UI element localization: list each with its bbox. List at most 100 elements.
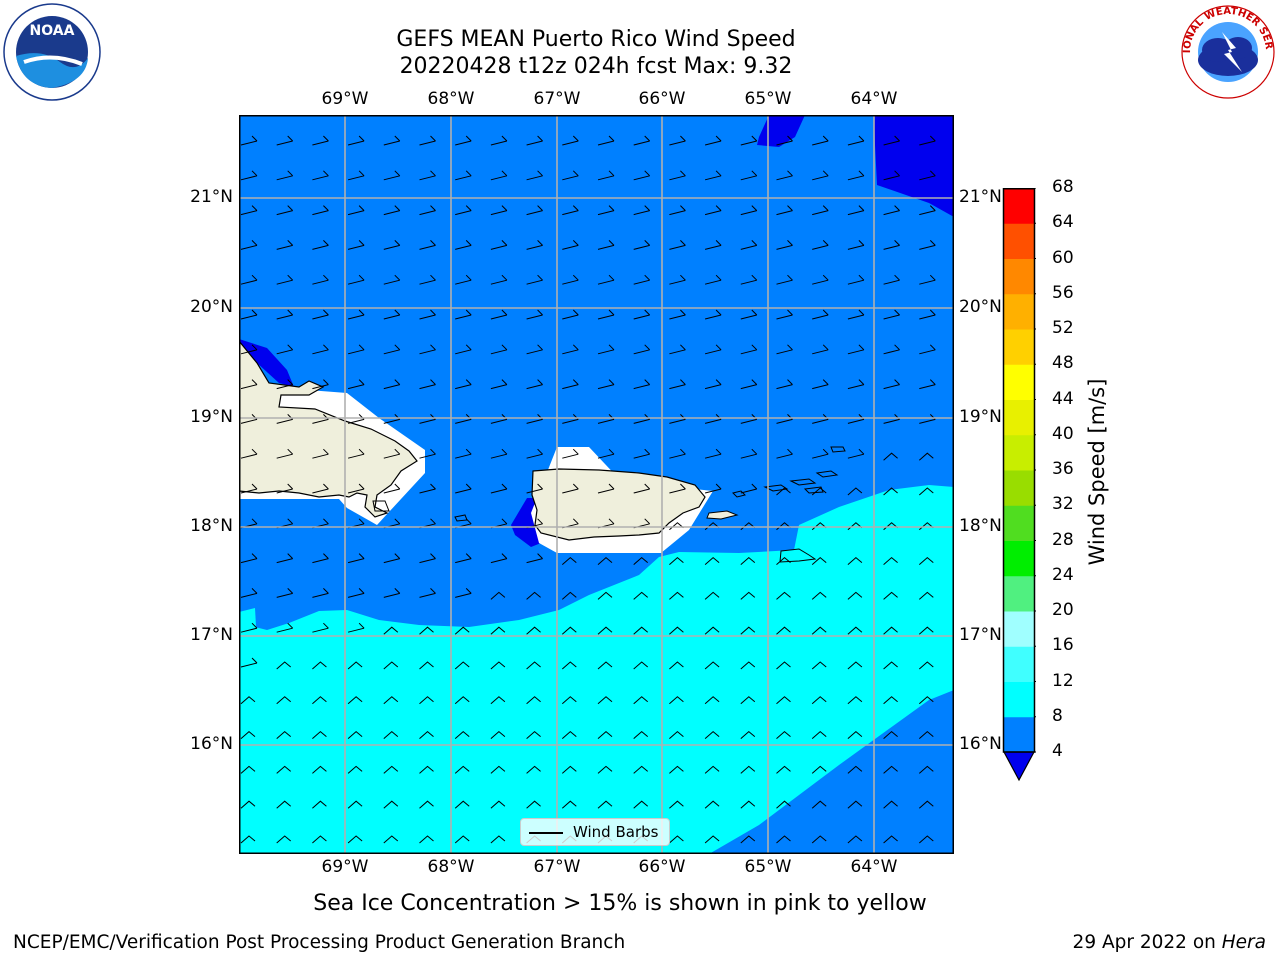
wind-barb [383,379,401,390]
wind-barb [776,591,791,600]
wind-barb [419,553,436,564]
wind-barb [276,730,292,739]
colorbar-cell [1003,611,1035,647]
wind-barb [490,696,506,705]
land-anegada [815,470,839,478]
wind-barb [776,379,793,390]
wind-barb [704,274,722,285]
wind-barb [419,170,436,181]
wind-barb [919,309,936,320]
lon-label-bottom-68w: 68°W [427,857,475,877]
wind-barb [704,379,722,390]
wind-barb [240,800,256,809]
colorbar-tick-label: 60 [1052,247,1074,268]
wind-barb [883,835,898,844]
wind-barb [883,452,898,461]
wind-barb [669,765,684,774]
wind-barb [419,135,436,146]
colorbar-tick-label: 20 [1052,600,1074,620]
land-tortola [789,478,817,486]
wind-barb [312,622,329,633]
wind-barb [633,696,649,705]
wind-barb [633,591,649,600]
lon-label-bottom-65w: 65°W [744,857,792,877]
wind-barb [490,553,508,564]
wind-barb [740,483,758,494]
wind-barb [490,379,508,390]
wind-barb [776,170,793,181]
lat-label-right-17n: 17°N [959,625,1002,645]
wind-barb [918,696,934,705]
wind-barb [597,448,615,459]
wind-barb [419,730,434,739]
wind-barb [811,765,827,774]
wind-barb [776,487,791,496]
wind-barb [740,626,756,635]
wind-barb [633,309,651,320]
wind-barb [918,626,934,635]
wind-barb [562,135,579,146]
wind-barb [276,765,292,774]
wind-barb [490,661,506,670]
wind-barb [847,765,863,774]
wind-barb [776,205,793,216]
wind-barb [490,274,508,285]
wind-barb [419,696,434,705]
wind-barb [669,344,686,355]
wind-barb [740,344,758,355]
wind-barb [776,309,793,320]
wind-barb [455,274,472,285]
wind-barb [847,487,863,496]
wind-barb [347,240,365,250]
wind-barb [597,379,615,390]
footer-date-text: 29 Apr 2022 on [1072,932,1222,953]
lat-label-left-19n: 19°N [190,407,233,427]
land-sombrero [830,446,846,453]
wind-barb [347,730,363,739]
wind-barb [276,800,292,809]
wind-barb [704,556,720,565]
colorbar-tick-label: 52 [1052,318,1074,338]
wind-barb [776,135,793,146]
colorbar-cell [1003,258,1035,295]
wind-barb [919,344,936,355]
wind-barb [276,622,294,633]
wind-barb [883,274,900,285]
graticule [239,115,954,854]
wind-barb [847,696,863,705]
wind-barb [383,309,401,320]
wind-barb [276,240,294,250]
wind-barb [776,800,791,809]
map-frame [239,115,954,854]
wind-barb [740,765,756,774]
wind-barb [383,170,401,181]
lon-label-bottom-69w: 69°W [321,857,369,877]
wind-barb [490,309,508,320]
wind-barb [383,588,401,598]
wind-barb [918,556,934,565]
wind-barb [883,135,900,146]
wind-barb [740,240,758,250]
lon-label-top-69w: 69°W [321,89,369,109]
lat-label-right-18n: 18°N [959,516,1002,536]
wind-barb [562,448,579,459]
wind-barb [312,344,329,355]
wind-barb [704,170,722,181]
wind-barb [526,274,543,285]
wind-barb [811,661,827,670]
lon-label-top-64w: 64°W [850,89,898,109]
wind-barb [312,765,327,774]
wind-barb [383,661,399,670]
wind-barb [526,344,543,355]
colorbar-tick-label: 28 [1052,529,1074,550]
wind-barb [704,344,722,355]
wind-barb [597,309,615,320]
land-st-thomas [763,484,789,492]
wind-barb [669,205,686,216]
wind-barb [490,730,506,739]
wind-barb [240,553,258,564]
wind-barb [276,483,294,494]
wind-barb [312,835,327,844]
wind-barb [526,661,541,670]
wind-barb [847,800,863,809]
